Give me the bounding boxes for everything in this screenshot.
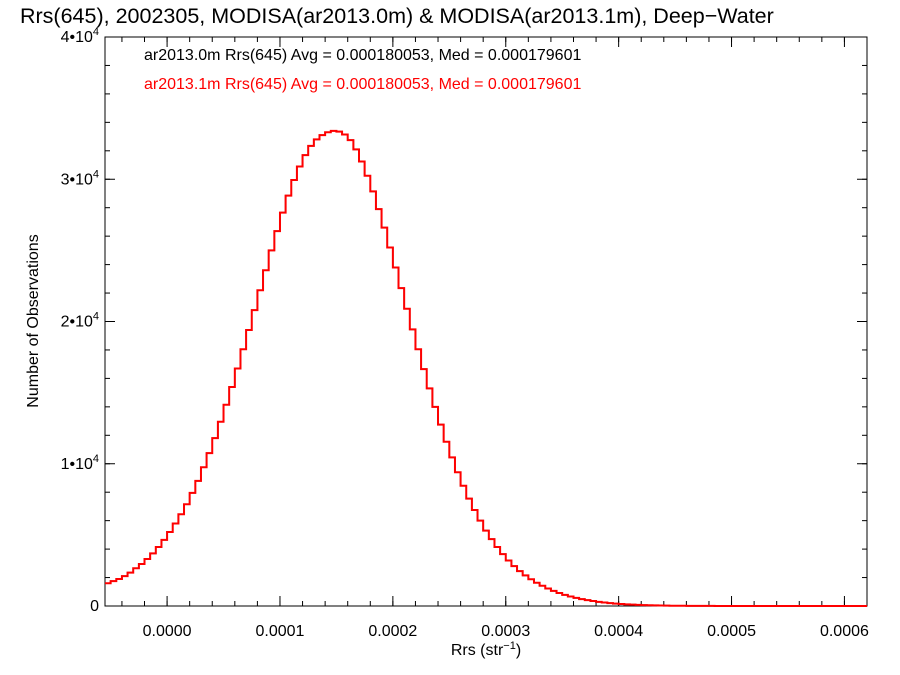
x-tick-label: 0.0006 xyxy=(820,623,869,640)
legend-entry-1: ar2013.1m Rrs(645) Avg = 0.000180053, Me… xyxy=(144,76,581,93)
legend-entry-0: ar2013.0m Rrs(645) Avg = 0.000180053, Me… xyxy=(144,47,581,64)
x-tick-label: 0.0002 xyxy=(368,623,417,640)
x-tick-label: 0.0005 xyxy=(707,623,756,640)
axis-ticks: 0.0000 0.0001 0.0002 0.0003 0.0004 0.0005 0.00… xyxy=(61,26,869,640)
x-tick-label: 0.0003 xyxy=(481,623,530,640)
x-tick-label: 0.0000 xyxy=(143,623,192,640)
x-axis-title-sup: −1 xyxy=(503,640,516,652)
series-line-0 xyxy=(105,130,867,607)
plot-frame xyxy=(104,36,868,607)
x-axis-title-text: Rrs (str xyxy=(451,642,504,659)
series-lines xyxy=(105,129,867,607)
x-axis-title-close: ) xyxy=(516,642,521,659)
y-tick-label: 3•104 xyxy=(61,168,99,188)
y-tick-label: 1•104 xyxy=(61,453,99,473)
y-tick-label: 0 xyxy=(90,598,99,615)
chart-title: Rrs(645), 2002305, MODISA(ar2013.0m) & M… xyxy=(20,4,774,28)
series-line-1 xyxy=(105,129,867,607)
y-tick-label: 4•104 xyxy=(61,26,99,46)
x-tick-label: 0.0001 xyxy=(256,623,305,640)
legend: ar2013.0m Rrs(645) Avg = 0.000180053, Me… xyxy=(144,47,581,93)
y-axis-title: Number of Observations xyxy=(25,234,42,407)
x-tick-label: 0.0004 xyxy=(594,623,643,640)
x-axis-title: Rrs (str−1) xyxy=(451,640,521,659)
y-tick-label: 2•104 xyxy=(61,311,99,331)
